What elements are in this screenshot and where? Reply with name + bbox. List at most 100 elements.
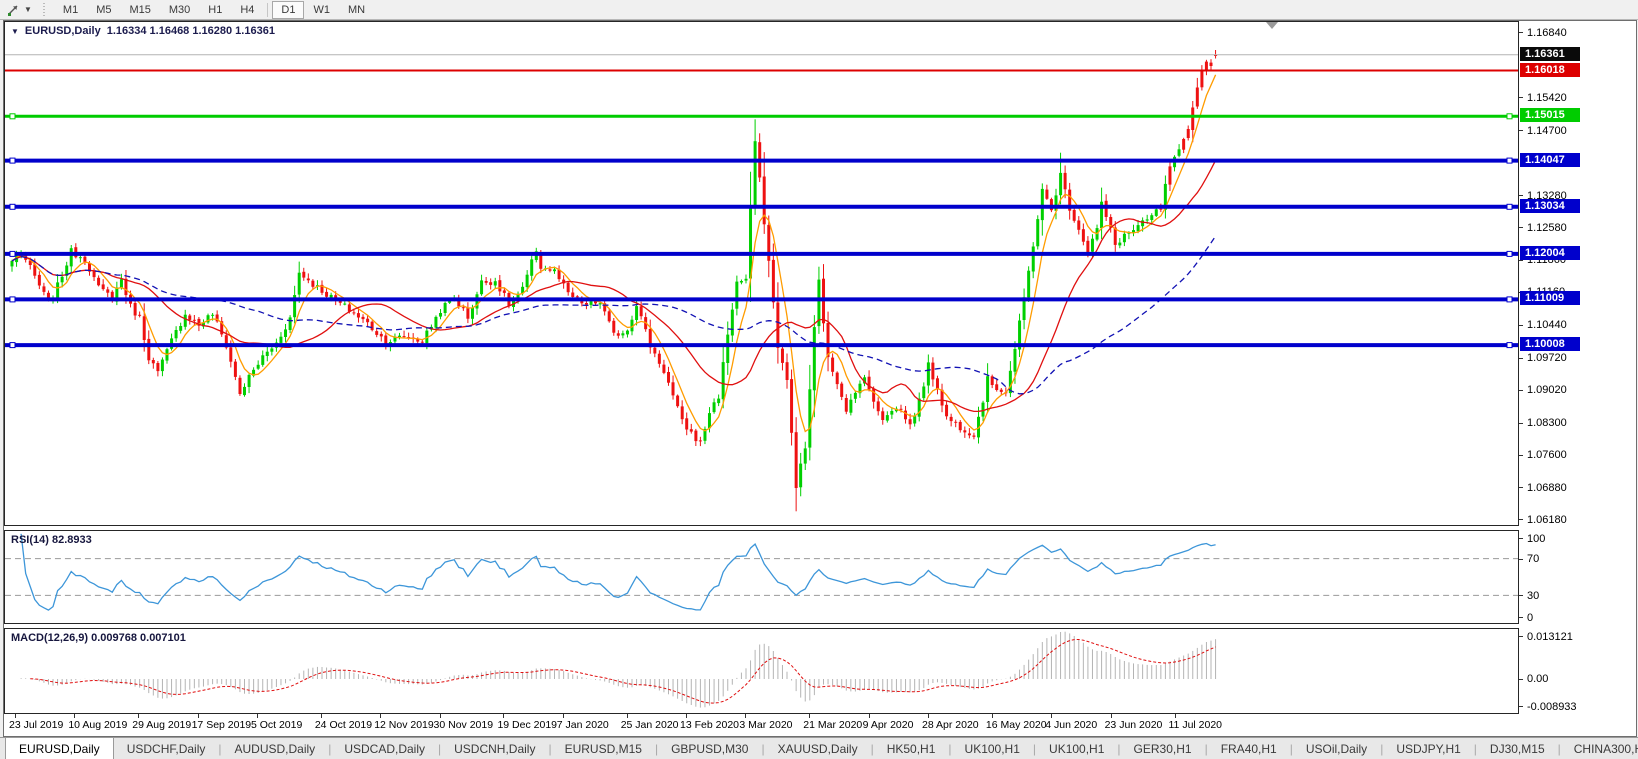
rsi-axis[interactable]: 100 70 30 0 (1518, 530, 1636, 624)
price-label-box: 1.16361 (1520, 46, 1580, 61)
main-chart-panel[interactable]: ▼ EURUSD,Daily 1.16334 1.16468 1.16280 1… (4, 21, 1518, 526)
date-tick (1051, 714, 1053, 718)
price-label-box: 1.11009 (1520, 291, 1580, 306)
date-tick (503, 714, 505, 718)
price-tick: 1.12580 (1519, 221, 1567, 234)
timeframe-button-H4[interactable]: H4 (240, 3, 255, 16)
panel-splitter[interactable] (4, 526, 1636, 530)
price-tick: 1.07600 (1519, 449, 1567, 462)
toolbar-grip[interactable] (41, 2, 47, 17)
date-tick (1110, 714, 1112, 718)
date-tick (256, 714, 258, 718)
crosshair-cursor-icon[interactable] (4, 2, 22, 18)
macd-histogram (20, 631, 1217, 708)
rsi-axis-label: 100 (1519, 532, 1545, 545)
date-label: 9 Apr 2020 (862, 719, 914, 731)
chart-symbol-label: EURUSD,Daily (24, 25, 101, 37)
date-tick (991, 714, 993, 718)
macd-signal-line (30, 638, 1216, 704)
date-label: 17 Sep 2019 (191, 719, 252, 731)
tab-divider: | (1117, 741, 1121, 756)
price-axis[interactable]: 1.16840 1.15420 1.14700 1.13280 1.12580 1.118… (1518, 21, 1636, 526)
date-label: 13 Feb 2020 (680, 719, 740, 731)
timeframe-button-D1[interactable]: D1 (272, 0, 305, 19)
rsi-line (20, 533, 1216, 611)
date-tick (745, 714, 747, 718)
price-label-box: 1.13034 (1520, 198, 1580, 213)
date-label: 3 Mar 2020 (739, 719, 793, 731)
timeframe-button-M1[interactable]: M1 (62, 3, 79, 16)
date-axis[interactable]: 23 Jul 2019 10 Aug 2019 29 Aug 2019 17 Sep … (4, 714, 1636, 736)
date-label: 5 Oct 2019 (250, 719, 303, 731)
top-toolbar: ▼ M1 M5 M15 M30 H1 H4 D1 W1 MN (0, 0, 1638, 20)
price-tick: 1.15420 (1519, 91, 1567, 104)
date-label: 11 Jul 2020 (1168, 719, 1223, 731)
date-tick (928, 714, 929, 718)
date-label: 16 May 2020 (985, 719, 1047, 731)
date-tick (439, 714, 441, 718)
tab-divider: | (218, 741, 222, 756)
tab-eurusd-m15[interactable]: EURUSD,M15 (564, 741, 642, 756)
date-tick (15, 714, 16, 718)
timeframe-button-MN[interactable]: MN (347, 3, 366, 16)
tab-divider: | (948, 741, 952, 756)
tab-divider: | (870, 741, 874, 756)
tab-dj30-m15[interactable]: DJ30,M15 (1489, 741, 1545, 756)
timeframe-button-M30[interactable]: M30 (168, 3, 191, 16)
panel-splitter[interactable] (4, 624, 1636, 628)
price-tick: 1.10440 (1519, 319, 1567, 332)
timeframe-button-M15[interactable]: M15 (129, 3, 151, 16)
macd-axis-label: 0.013121 (1519, 630, 1573, 643)
date-tick (562, 714, 564, 718)
tab-divider: | (1032, 741, 1037, 756)
date-label: 12 Nov 2019 (374, 719, 434, 731)
price-label-box: 1.10008 (1520, 337, 1580, 352)
date-tick (74, 714, 76, 718)
candles (10, 50, 1218, 512)
date-tick (626, 714, 628, 718)
tab-usdcnh-daily[interactable]: USDCNH,Daily (454, 741, 536, 756)
tab-uk100-h1[interactable]: UK100,H1 (1049, 741, 1105, 756)
tab-divider: | (1204, 741, 1208, 756)
date-tick (868, 714, 870, 718)
price-tick: 1.09020 (1519, 384, 1567, 397)
cursor-dropdown-icon[interactable]: ▼ (24, 5, 32, 14)
macd-axis-label: -0.008933 (1519, 700, 1577, 713)
date-label: 28 Apr 2020 (922, 719, 979, 731)
chart-shift-marker[interactable] (1265, 22, 1278, 29)
tab-fra40-h1[interactable]: FRA40,H1 (1220, 741, 1277, 756)
price-tick: 1.06880 (1519, 481, 1567, 494)
timeframe-button-M5[interactable]: M5 (96, 3, 112, 16)
tab-xauusd-daily[interactable]: XAUUSD,Daily (777, 741, 858, 756)
macd-axis[interactable]: 0.013121 0.00 -0.008933 (1518, 628, 1636, 714)
tab-china300-h4[interactable]: CHINA300,H4 (1573, 741, 1638, 756)
tab-hk50-h1[interactable]: HK50,H1 (886, 741, 936, 756)
tab-audusd-daily[interactable]: AUDUSD,Daily (234, 741, 316, 756)
tab-divider: | (328, 741, 332, 756)
timeframe-button-W1[interactable]: W1 (313, 3, 330, 16)
tab-usdchf-daily[interactable]: USDCHF,Daily (126, 741, 206, 756)
tab-usdjpy-h1[interactable]: USDJPY,H1 (1396, 741, 1461, 756)
rsi-panel[interactable]: RSI(14) 82.8933 (4, 530, 1518, 624)
date-label: 4 Jun 2020 (1045, 719, 1098, 731)
date-label: 21 Mar 2020 (803, 719, 863, 731)
date-tick (1174, 714, 1176, 718)
macd-label: MACD(12,26,9) 0.009768 0.007101 (11, 632, 186, 644)
tab-uk100-h1[interactable]: UK100,H1 (964, 741, 1020, 756)
tab-usdcad-daily[interactable]: USDCAD,Daily (344, 741, 425, 756)
tab-eurusd-daily[interactable]: EURUSD,Daily (5, 737, 114, 759)
tab-gbpusd-m30[interactable]: GBPUSD,M30 (671, 741, 749, 756)
date-tick (138, 714, 140, 718)
macd-axis-label: 0.00 (1519, 673, 1548, 686)
chart-menu-icon[interactable]: ▼ (11, 26, 19, 36)
timeframe-button-H1[interactable]: H1 (208, 3, 223, 16)
macd-panel[interactable]: MACD(12,26,9) 0.009768 0.007101 (4, 628, 1518, 714)
tab-usoil-daily[interactable]: USOil,Daily (1305, 741, 1368, 756)
chart-ohlc-values: 1.16334 1.16468 1.16280 1.16361 (106, 25, 275, 37)
price-tick: 1.14700 (1519, 124, 1567, 137)
tab-divider: | (548, 741, 552, 756)
tab-ger30-h1[interactable]: GER30,H1 (1133, 741, 1192, 756)
tab-divider: | (761, 741, 765, 756)
date-label: 30 Nov 2019 (433, 719, 494, 731)
rsi-axis-label: 0 (1519, 611, 1533, 624)
